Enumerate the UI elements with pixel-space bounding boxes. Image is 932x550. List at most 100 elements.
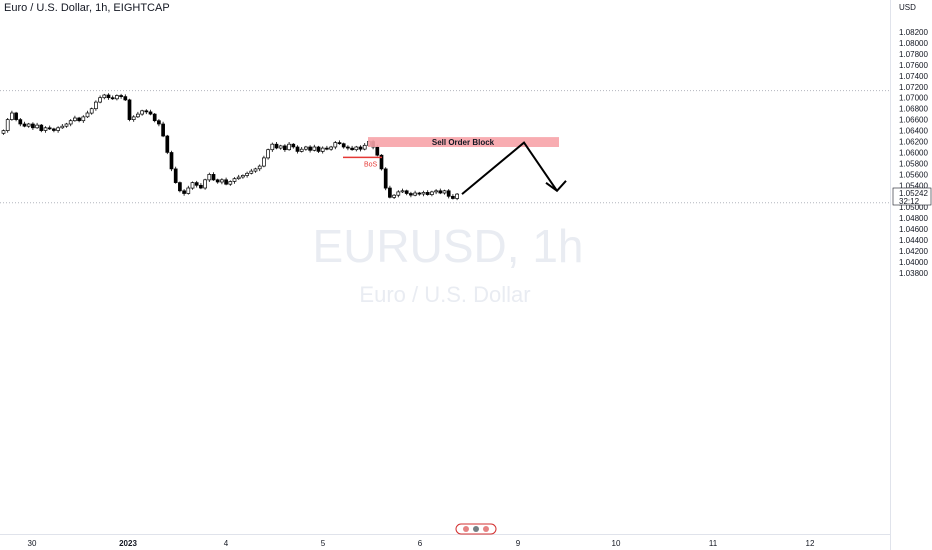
candle	[148, 109, 153, 116]
price-tick-label: 1.08200	[899, 28, 928, 37]
candle	[257, 164, 262, 172]
price-tick-label: 1.06400	[899, 127, 928, 136]
candle	[236, 174, 241, 180]
candle	[316, 145, 321, 153]
candle	[14, 111, 18, 122]
candle	[106, 93, 111, 100]
candle	[274, 142, 279, 150]
candle	[299, 147, 304, 153]
bos-label: BoS	[364, 161, 378, 168]
replay-dot-icon	[483, 526, 489, 532]
candle	[354, 145, 359, 152]
bar-countdown: 32:12	[899, 197, 920, 206]
candle	[337, 140, 342, 145]
annotations: Sell Order Block BoS	[343, 137, 567, 195]
candle	[81, 115, 86, 123]
candle	[400, 188, 405, 193]
price-tick-label: 1.04800	[899, 214, 928, 223]
candle	[115, 94, 119, 101]
candle	[152, 113, 157, 123]
candle	[278, 144, 283, 150]
candle	[228, 180, 233, 186]
candle	[287, 142, 291, 151]
candle	[442, 189, 447, 195]
price-tick-label: 1.06600	[899, 116, 928, 125]
candle	[39, 124, 44, 133]
candle	[182, 189, 186, 196]
candle	[144, 109, 149, 115]
price-tick-label: 1.07400	[899, 72, 928, 81]
candle	[346, 145, 350, 151]
candle	[434, 189, 438, 195]
replay-control[interactable]	[455, 523, 497, 535]
price-tick-label: 1.04000	[899, 258, 928, 267]
candle	[60, 124, 65, 129]
candle	[43, 126, 48, 133]
replay-dot-icon	[473, 526, 479, 532]
candle	[35, 122, 39, 129]
candle	[262, 155, 266, 168]
candle	[438, 188, 443, 195]
price-tick-label: 1.05800	[899, 159, 928, 168]
candle	[10, 110, 14, 121]
candle	[169, 150, 174, 172]
candle	[56, 126, 60, 133]
time-tick-label: 9	[516, 539, 521, 548]
sell-order-block-zone[interactable]: Sell Order Block	[368, 137, 559, 147]
projection-path[interactable]	[461, 141, 567, 195]
candle	[451, 194, 455, 200]
candle	[388, 185, 392, 199]
candle	[22, 121, 27, 128]
candle	[224, 177, 228, 186]
candle	[417, 191, 422, 196]
candle	[73, 115, 77, 122]
candle	[283, 144, 287, 152]
candle	[157, 119, 161, 127]
price-tick-label: 1.06200	[899, 138, 928, 147]
candle	[1, 129, 6, 135]
candle	[430, 190, 434, 197]
time-tick-label: 12	[806, 539, 815, 548]
candle	[329, 145, 333, 151]
candle	[232, 177, 237, 184]
candle	[77, 116, 81, 123]
candle	[123, 94, 128, 101]
candle	[308, 145, 312, 153]
candle	[295, 145, 300, 154]
candle	[446, 189, 451, 199]
candle	[127, 98, 132, 122]
candle	[119, 93, 123, 99]
price-tick-label: 1.06800	[899, 105, 928, 114]
price-tick-label: 1.05600	[899, 170, 928, 179]
candle	[211, 172, 216, 181]
candle	[89, 107, 94, 115]
time-tick-label: 11	[709, 539, 718, 548]
price-scale-panel[interactable]	[891, 0, 932, 550]
time-scale-ticks[interactable]: 30 2023 4 5 6 9 10 11 12	[28, 539, 815, 548]
price-tick-label: 1.07800	[899, 50, 928, 59]
price-tick-label: 1.07000	[899, 94, 928, 103]
candle	[333, 141, 338, 150]
candle	[199, 183, 203, 190]
horizontal-lines	[0, 90, 890, 204]
candle	[102, 93, 107, 100]
candle	[161, 121, 165, 138]
candle	[186, 185, 191, 195]
candle	[249, 168, 254, 175]
price-tick-label: 1.07200	[899, 83, 928, 92]
time-tick-label: 5	[321, 539, 326, 548]
price-tick-label: 1.07600	[899, 61, 928, 70]
candle	[94, 100, 98, 111]
candle	[362, 143, 367, 151]
candle	[312, 144, 317, 152]
bos-level[interactable]: BoS	[343, 156, 382, 168]
candle	[379, 154, 384, 171]
price-tick-label: 1.05000	[899, 203, 928, 212]
candle	[383, 167, 388, 191]
candle	[178, 181, 182, 193]
candle	[320, 146, 325, 154]
candle	[215, 178, 220, 184]
candle	[253, 167, 258, 173]
candle	[409, 191, 413, 198]
